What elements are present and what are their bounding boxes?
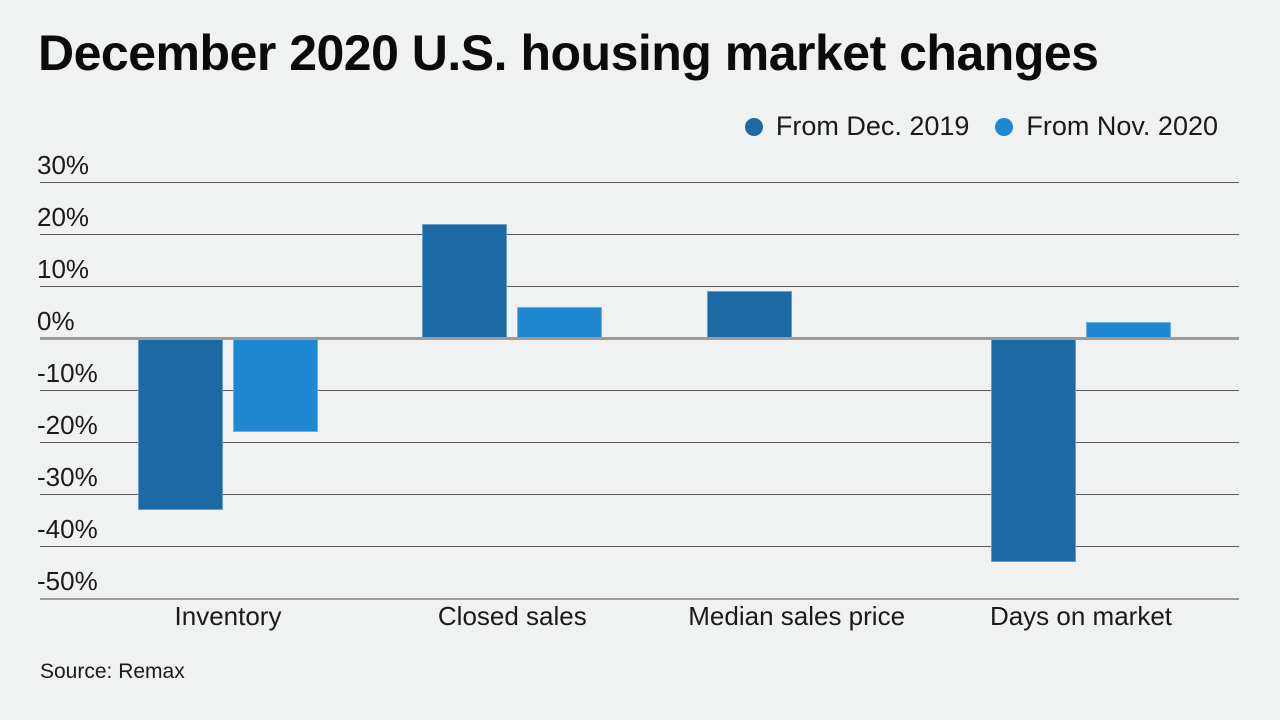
x-category-label-days-on-market: Days on market: [989, 601, 1173, 631]
legend-item-from-nov-2020: From Nov. 2020: [995, 111, 1218, 142]
x-category-label-closed-sales: Closed sales: [437, 601, 587, 631]
zero-axis-line: [40, 336, 1239, 340]
x-category-label-median-sales-price: Median sales price: [688, 601, 906, 631]
y-tick-label-20: -20%: [37, 410, 98, 440]
gridline-30: [40, 182, 1239, 183]
x-category-label-inventory: Inventory: [174, 601, 282, 631]
y-tick-label-10: 10%: [37, 254, 90, 284]
chart-legend: From Dec. 2019 From Nov. 2020: [744, 111, 1218, 142]
gridline-40: [40, 546, 1239, 547]
chart-title: December 2020 U.S. housing market change…: [38, 25, 1099, 81]
legend-dot-icon: [744, 117, 763, 136]
legend-item-from-dec-2019: From Dec. 2019: [744, 111, 970, 142]
legend-dot-icon: [995, 117, 1014, 136]
gridline-10: [40, 286, 1239, 287]
gridline-30: [40, 494, 1239, 495]
bar-days-on-market-from-dec-2019: [990, 338, 1076, 562]
gridline-10: [40, 390, 1239, 391]
bar-median-sales-price-from-dec-2019: [706, 291, 792, 338]
y-tick-label-10: -10%: [37, 358, 98, 388]
y-tick-label-0: 0%: [37, 306, 75, 336]
gridline-50: [40, 598, 1239, 600]
y-tick-label-40: -40%: [37, 514, 98, 544]
y-tick-label-50: -50%: [37, 566, 98, 596]
bar-closed-sales-from-dec-2019: [422, 223, 508, 338]
bar-inventory-from-nov-2020: [233, 338, 318, 432]
y-tick-label-30: -30%: [37, 462, 98, 492]
bar-closed-sales-from-nov-2020: [517, 306, 603, 338]
gridline-20: [40, 442, 1239, 443]
y-tick-label-20: 20%: [37, 202, 90, 232]
bar-inventory-from-dec-2019: [138, 338, 223, 510]
gridline-20: [40, 234, 1239, 235]
legend-label: From Nov. 2020: [1026, 111, 1218, 141]
y-tick-label-30: 30%: [37, 150, 90, 180]
legend-label: From Dec. 2019: [775, 111, 970, 141]
source-note: Source: Remax: [40, 660, 185, 683]
